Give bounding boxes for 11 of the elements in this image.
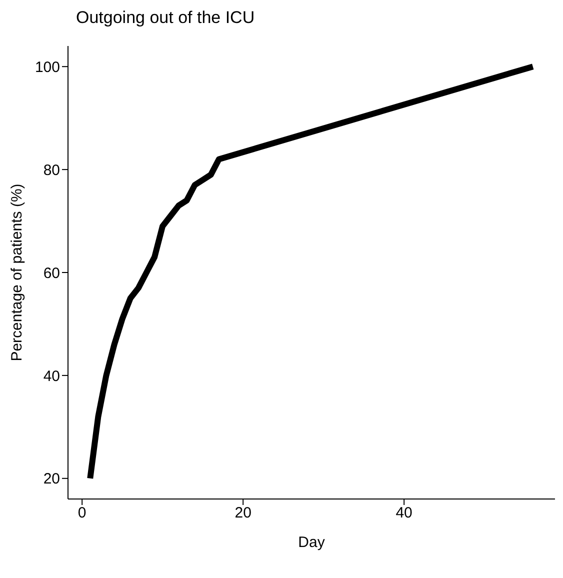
- x-tick-label: 40: [396, 504, 412, 522]
- x-tick-label: 20: [234, 504, 252, 522]
- y-axis-title: Percentage of patients (%): [8, 184, 26, 362]
- y-tick-label: 80: [43, 162, 60, 179]
- y-tick-label: 60: [43, 264, 60, 282]
- y-tick-label: 100: [34, 58, 60, 76]
- x-axis-title: Day: [298, 534, 326, 551]
- chart-title: Outgoing out of the ICU: [76, 8, 256, 29]
- y-tick-label: 20: [43, 470, 60, 488]
- y-tick-label: 40: [43, 368, 60, 385]
- x-tick-label: 0: [78, 504, 86, 522]
